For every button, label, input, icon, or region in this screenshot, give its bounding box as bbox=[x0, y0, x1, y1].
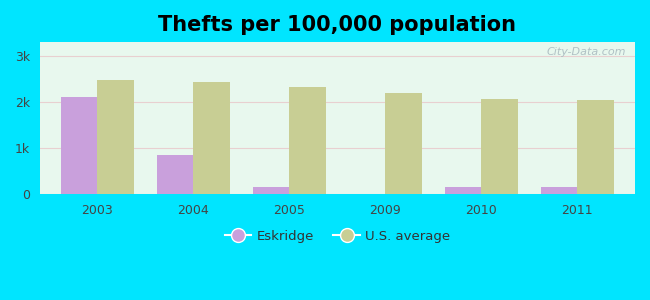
Legend: Eskridge, U.S. average: Eskridge, U.S. average bbox=[219, 225, 456, 248]
Bar bbox=[385, 93, 422, 194]
Bar bbox=[577, 100, 614, 194]
Bar bbox=[482, 99, 518, 194]
Title: Thefts per 100,000 population: Thefts per 100,000 population bbox=[159, 15, 516, 35]
Bar bbox=[289, 87, 326, 194]
Bar bbox=[541, 187, 577, 194]
Bar bbox=[253, 187, 289, 194]
Bar bbox=[445, 187, 482, 194]
Bar bbox=[98, 80, 134, 194]
Bar bbox=[194, 82, 230, 194]
Bar bbox=[157, 155, 194, 194]
Text: City-Data.com: City-Data.com bbox=[547, 47, 626, 57]
Bar bbox=[61, 97, 98, 194]
